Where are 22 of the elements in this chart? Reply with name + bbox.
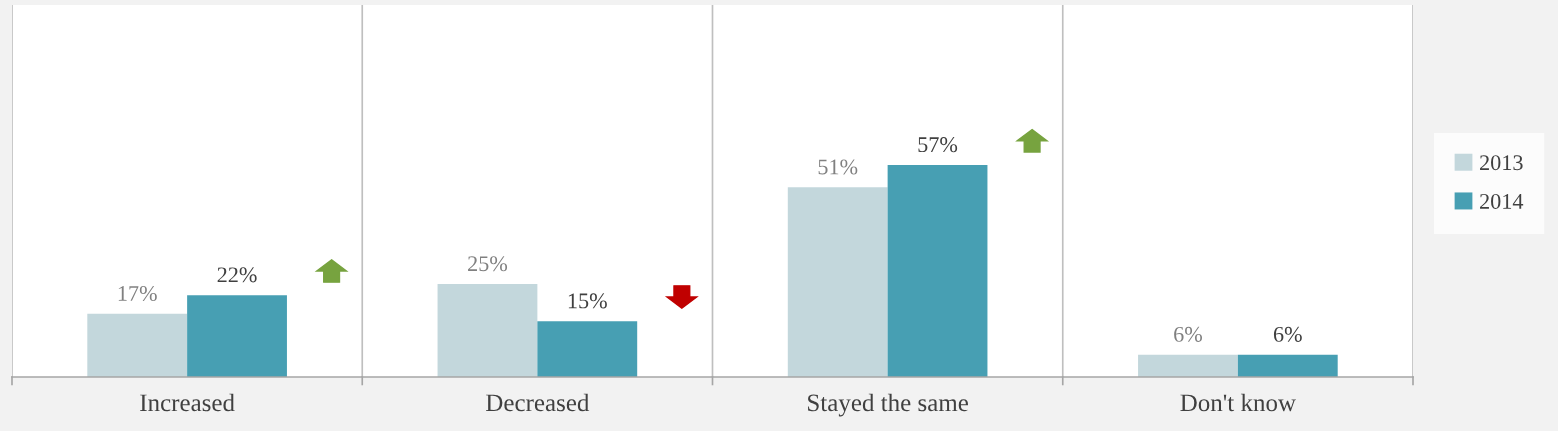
data-label: 6% xyxy=(1273,326,1302,342)
x-tick-label: Stayed the same xyxy=(808,393,968,417)
bar xyxy=(887,164,988,377)
bar xyxy=(1237,354,1338,377)
x-tick-label: Decreased xyxy=(486,393,590,412)
data-label: 57% xyxy=(918,137,958,153)
legend-label: 2014 xyxy=(1480,193,1524,209)
legend-label: 2013 xyxy=(1480,155,1523,171)
data-label: 17% xyxy=(118,285,157,301)
bar xyxy=(437,284,538,377)
bar xyxy=(1138,354,1238,377)
data-label: 6% xyxy=(1174,326,1203,342)
bar xyxy=(537,321,638,377)
data-label: 22% xyxy=(217,267,257,283)
data-label: 51% xyxy=(818,159,858,175)
bar xyxy=(87,313,188,377)
bar xyxy=(187,295,287,377)
x-tick-label: Increased xyxy=(140,393,235,412)
x-tick-label: Don't know xyxy=(1180,393,1296,412)
data-label: 15% xyxy=(568,293,607,309)
data-label: 25% xyxy=(468,256,508,272)
bar xyxy=(787,187,888,377)
